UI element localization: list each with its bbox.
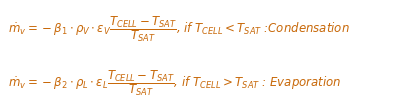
Text: $\dot{m}_v = -\beta_2 \cdot \rho_L \cdot \varepsilon_L\dfrac{T_{CELL}-T_{SAT}}{T: $\dot{m}_v = -\beta_2 \cdot \rho_L \cdot…: [8, 68, 341, 98]
Text: $\dot{m}_v = -\beta_1 \cdot \rho_V \cdot \varepsilon_V\dfrac{T_{CELL}-T_{SAT}}{T: $\dot{m}_v = -\beta_1 \cdot \rho_V \cdot…: [8, 14, 350, 44]
